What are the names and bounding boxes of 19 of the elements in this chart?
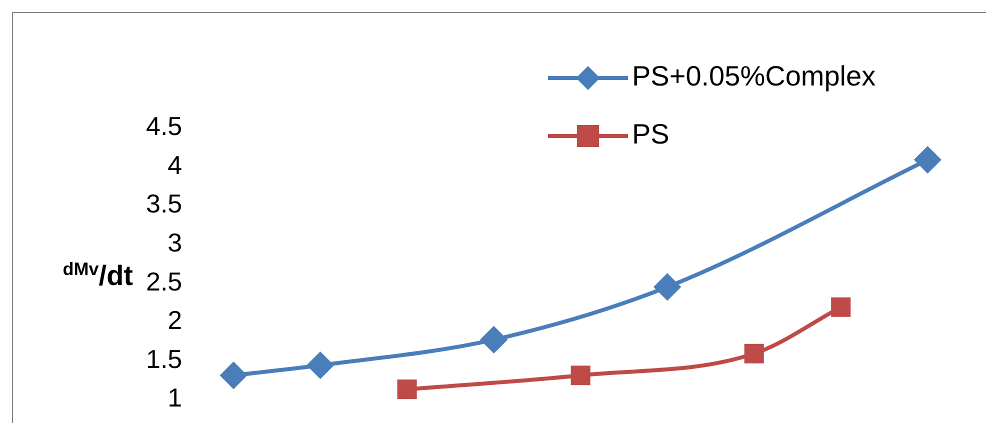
y-tick-label: 1 xyxy=(168,382,182,413)
point xyxy=(654,274,680,300)
legend-label: PS xyxy=(632,118,670,150)
legend-label: PS+0.05%Complex xyxy=(632,60,876,92)
y-tick-label: 2.5 xyxy=(146,266,182,296)
y-tick-label: 4 xyxy=(168,150,182,180)
y-tick-label: 3.5 xyxy=(146,188,182,219)
point xyxy=(831,297,851,317)
point xyxy=(570,366,590,386)
y-tick-label: 3 xyxy=(168,227,182,258)
point xyxy=(307,352,334,378)
point xyxy=(397,380,417,400)
point xyxy=(744,344,764,364)
y-tick-label: 4.5 xyxy=(146,111,182,142)
point xyxy=(914,146,941,173)
y-tick-label: 2 xyxy=(168,305,182,336)
point xyxy=(480,326,507,353)
y-tick-label: 1.5 xyxy=(146,344,182,374)
point xyxy=(220,362,247,388)
